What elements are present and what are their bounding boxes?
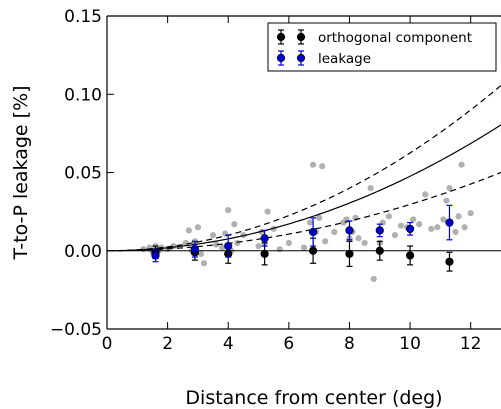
scatter-point	[443, 197, 450, 204]
scatter-point	[306, 219, 314, 226]
legend-entry: orthogonal component	[276, 29, 472, 46]
data-point	[375, 226, 384, 235]
scatter-point	[410, 216, 417, 223]
scatter-point	[446, 185, 453, 192]
scatter-point	[458, 161, 465, 168]
x-tick-label: 8	[344, 334, 355, 354]
scatter-point	[255, 242, 262, 250]
data-point	[445, 218, 454, 227]
data-point	[375, 246, 384, 255]
scatter-point	[391, 232, 399, 239]
scatter-point	[231, 221, 238, 228]
data-point	[308, 227, 318, 237]
data-point	[151, 251, 160, 260]
scatter-point	[194, 224, 202, 231]
data-point	[190, 245, 199, 254]
scatter-point	[361, 239, 368, 247]
data-point	[405, 251, 415, 260]
x-tick-label: 4	[223, 334, 234, 354]
scatter-point	[452, 228, 459, 236]
x-axis-label: Distance from center (deg)	[185, 387, 442, 409]
data-point	[405, 224, 415, 233]
series-leakage	[151, 204, 454, 263]
x-tick-label: 0	[102, 334, 113, 354]
y-tick-label: 0.00	[64, 242, 102, 262]
scatter-point	[455, 213, 462, 220]
legend-label: leakage	[318, 51, 371, 67]
data-point	[224, 241, 233, 251]
model-curve-dashed	[106, 84, 501, 252]
data-point	[345, 226, 354, 235]
scatter-point	[213, 241, 220, 248]
data-point	[345, 249, 354, 258]
model-curve-dashed	[107, 171, 501, 252]
y-axis-label: T-to-P leakage [%]	[10, 85, 32, 260]
scatter-point	[434, 224, 441, 231]
scatter-point	[416, 221, 423, 228]
scatter-point	[309, 161, 317, 168]
scatter-point	[467, 210, 474, 217]
scatter-point	[185, 227, 192, 234]
legend: orthogonal component leakage	[267, 22, 497, 72]
scatter-point	[428, 225, 435, 232]
legend-marker	[276, 53, 286, 63]
x-tick-label: 6	[283, 334, 294, 354]
scatter-point	[461, 224, 468, 231]
scatter-point	[200, 260, 208, 267]
scatter-point	[331, 228, 338, 236]
ticks-layer: 0 2 4 6 8 10 12 −0.05 0.00 0.05 0.10 0.15	[50, 7, 482, 354]
x-tick-label: 10	[399, 334, 421, 354]
scatter-point	[385, 213, 392, 220]
scatter-point	[322, 238, 329, 245]
y-tick-label: 0.15	[64, 7, 102, 27]
legend-box	[267, 22, 497, 72]
legend-label: orthogonal component	[318, 30, 472, 46]
scatter-point	[209, 232, 217, 239]
model-curves-layer	[106, 84, 501, 252]
scatter-point	[234, 239, 241, 247]
series-layer	[151, 204, 454, 272]
scatter-point	[370, 275, 377, 283]
x-tick-label: 2	[162, 334, 173, 354]
scatter-point	[197, 250, 205, 257]
y-tick-label: 0.10	[64, 85, 102, 105]
scatter-point	[316, 214, 323, 221]
scatter-point	[319, 163, 326, 170]
scatter-point	[379, 219, 386, 226]
scatter-point	[225, 206, 232, 214]
data-point	[260, 234, 269, 243]
legend-marker	[296, 53, 306, 63]
scatter-point	[367, 185, 374, 192]
scatter-point	[355, 235, 362, 242]
scatter-point	[300, 244, 308, 251]
legend-marker	[296, 32, 306, 42]
legend-marker	[276, 32, 286, 42]
scatter-point	[440, 216, 447, 223]
scatter-point	[422, 191, 429, 198]
data-point	[260, 249, 269, 258]
scatter-point	[285, 239, 292, 247]
scatter-point	[264, 208, 271, 215]
scatter-point	[219, 244, 226, 251]
data-point	[445, 257, 454, 266]
scatter-point	[276, 246, 283, 253]
model-curve-solid	[106, 124, 501, 252]
legend-entry: leakage	[276, 50, 371, 67]
scatter-point	[397, 222, 405, 229]
x-tick-label: 12	[460, 334, 482, 354]
y-tick-label: 0.05	[64, 164, 102, 184]
data-point	[308, 246, 318, 255]
y-tick-label: −0.05	[50, 320, 102, 340]
